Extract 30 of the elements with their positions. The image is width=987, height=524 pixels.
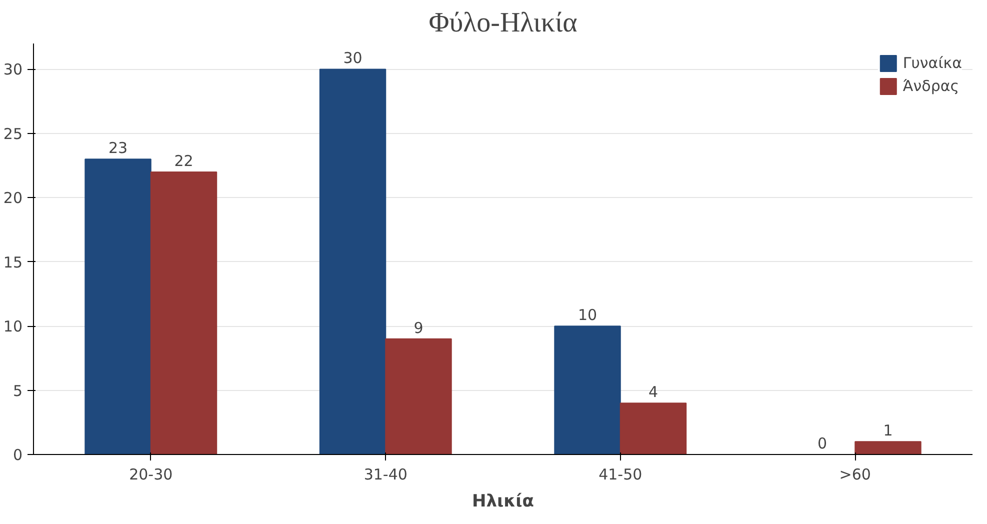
legend-label: Γυναίκα [902,54,962,72]
bar [84,158,152,454]
x-tick-label: 20-30 [129,466,173,484]
bar [554,326,621,454]
x-axis-title: Ηλικία [472,492,534,512]
data-label: 22 [174,152,194,170]
y-tick-label: 15 [3,253,23,272]
bar [150,171,218,454]
x-tick-label: 41-50 [598,466,642,484]
data-label: 10 [578,306,598,324]
x-tick-label: >60 [839,466,871,484]
chart-title: Φύλο-Ηλικία [428,8,578,38]
y-tick-label: 25 [3,124,23,143]
legend-label: Άνδρας [902,77,960,95]
bar [385,338,452,454]
data-label: 9 [414,318,424,337]
y-tick-label: 20 [3,189,23,208]
bar [854,441,922,454]
bar [620,402,687,454]
y-tick-label: 30 [3,60,23,79]
data-label: 0 [817,434,828,452]
y-tick-label: 0 [12,446,23,464]
x-tick-label: 31-40 [364,466,408,484]
data-label: 23 [108,139,128,158]
y-tick-label: 5 [12,382,23,400]
bar [319,68,386,454]
data-label: 1 [883,422,893,440]
data-label: 30 [343,49,362,68]
data-label: 4 [648,383,658,402]
y-tick-label: 10 [3,318,23,336]
